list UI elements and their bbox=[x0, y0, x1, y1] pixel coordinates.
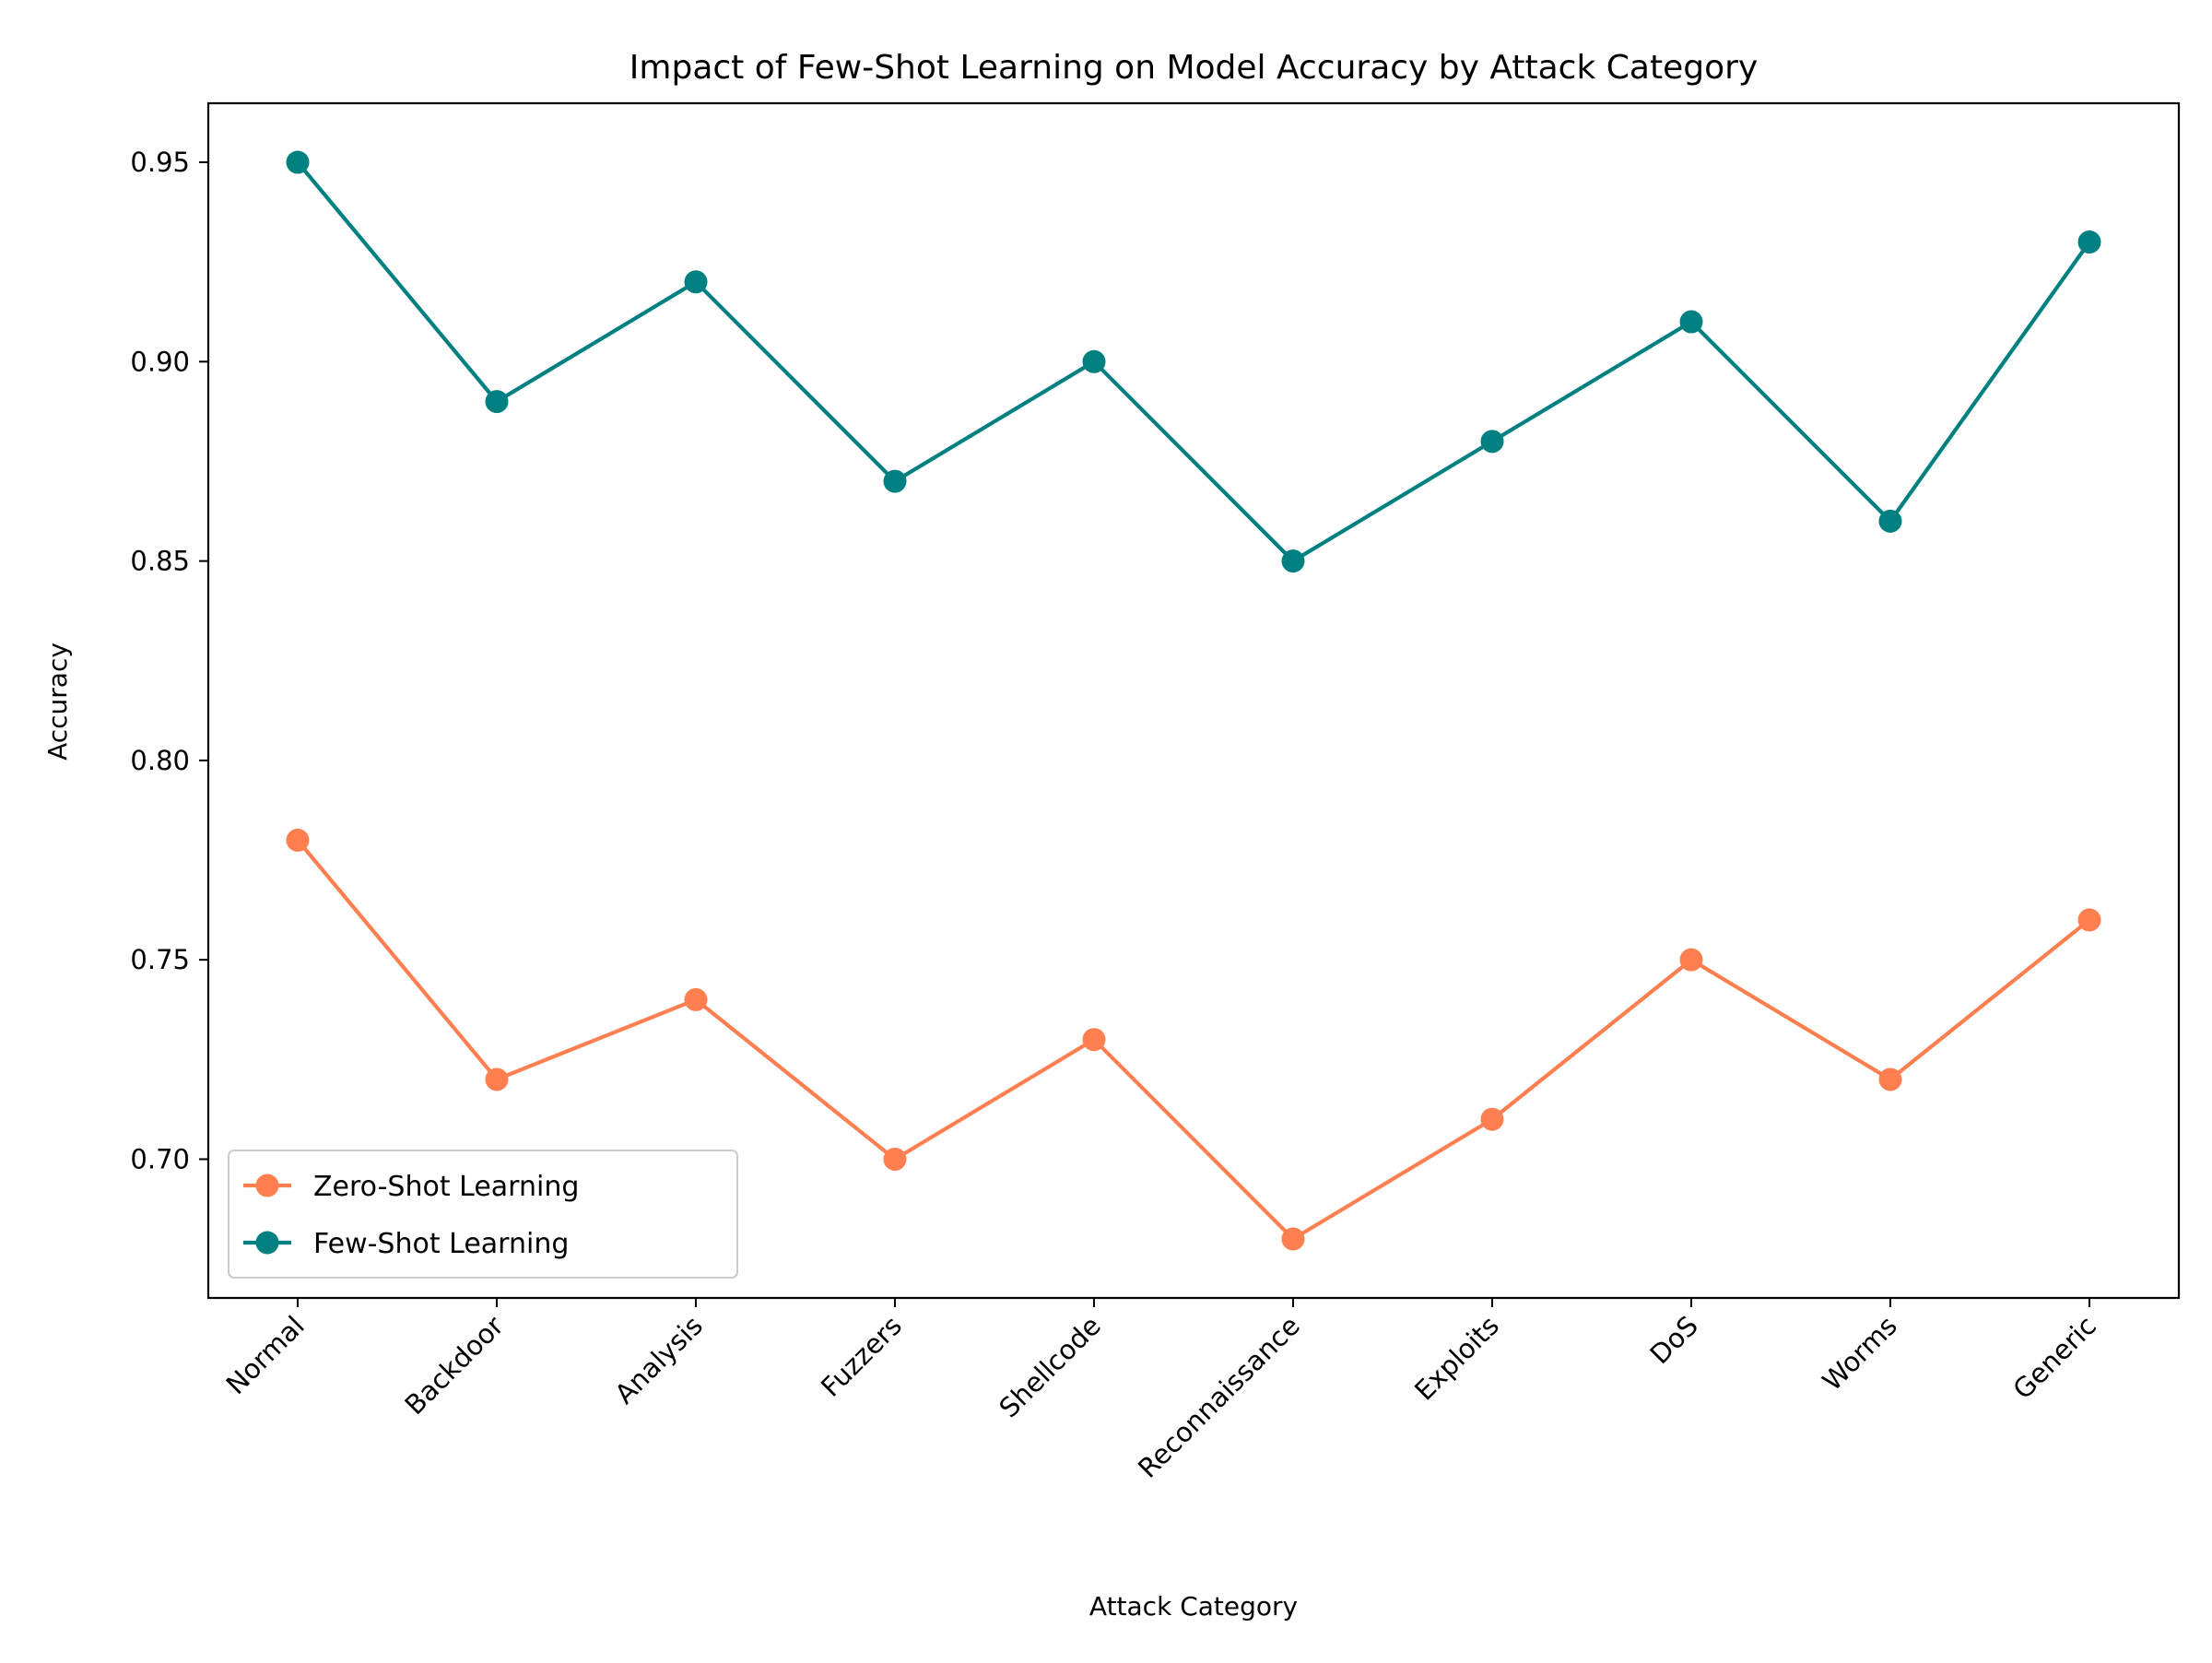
data-point bbox=[1281, 549, 1305, 573]
data-point bbox=[485, 1067, 509, 1091]
legend-label: Zero-Shot Learning bbox=[313, 1171, 579, 1203]
data-point bbox=[684, 270, 708, 294]
y-tick-label: 0.90 bbox=[130, 346, 190, 377]
legend-marker bbox=[255, 1174, 279, 1197]
data-point bbox=[1082, 349, 1106, 373]
y-tick-label: 0.85 bbox=[130, 546, 190, 577]
plot-area bbox=[206, 101, 2181, 1300]
legend: Zero-Shot Learning Few-Shot Learning bbox=[228, 1150, 738, 1279]
legend-box bbox=[228, 1150, 738, 1279]
data-point bbox=[2077, 230, 2101, 254]
data-point bbox=[1082, 1028, 1106, 1052]
y-axis-label: Accuracy bbox=[42, 643, 73, 761]
data-point bbox=[1679, 948, 1703, 972]
data-point bbox=[1480, 1107, 1504, 1131]
y-tick-label: 0.75 bbox=[130, 944, 190, 975]
data-point bbox=[2077, 908, 2101, 932]
data-point bbox=[1281, 1227, 1305, 1251]
data-point bbox=[485, 390, 509, 414]
data-point bbox=[883, 1147, 907, 1171]
chart-title: Impact of Few-Shot Learning on Model Acc… bbox=[629, 49, 1758, 87]
x-axis-label: Attack Category bbox=[1089, 1591, 1298, 1622]
y-tick-label: 0.95 bbox=[130, 147, 190, 178]
data-point bbox=[1878, 509, 1902, 533]
y-tick-label: 0.70 bbox=[130, 1143, 190, 1174]
y-tick-label: 0.80 bbox=[130, 745, 190, 776]
data-point bbox=[1679, 310, 1703, 334]
legend-marker bbox=[255, 1231, 279, 1255]
y-axis: 0.70 0.75 0.80 0.85 0.90 0.95 bbox=[130, 147, 208, 1174]
data-point bbox=[883, 469, 907, 493]
series-line-1 bbox=[295, 159, 2092, 563]
plot-frame bbox=[206, 101, 2181, 1300]
data-point bbox=[1878, 1067, 1902, 1091]
legend-label: Few-Shot Learning bbox=[313, 1228, 569, 1260]
data-point bbox=[1480, 430, 1504, 454]
series-line-0 bbox=[295, 838, 2092, 1242]
data-point bbox=[286, 828, 310, 852]
data-point bbox=[684, 987, 708, 1011]
data-point bbox=[286, 150, 310, 174]
